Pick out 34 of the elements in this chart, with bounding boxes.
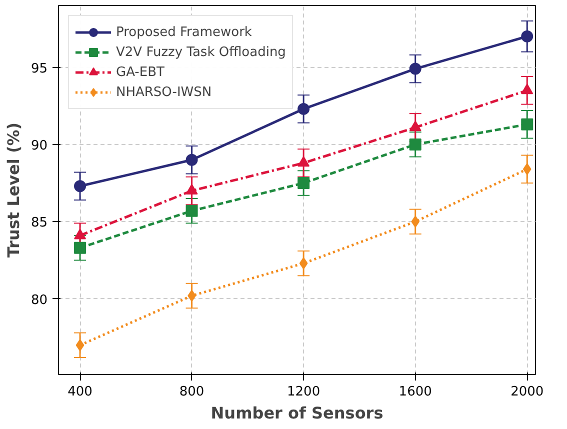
legend-label: NHARSO-IWSN [116,84,212,100]
point [298,156,310,167]
point [74,228,86,240]
point [74,180,86,192]
point [521,84,534,94]
point [298,177,310,190]
point [521,118,534,130]
point [186,154,198,166]
y-tick-label: 90 [30,138,48,154]
y-tick-label: 95 [30,61,48,76]
point [409,138,422,150]
y-axis-title: Trust Level (%) [4,122,23,258]
legend-label: V2V Fuzzy Task Offloading [116,44,286,60]
point [186,204,198,217]
point [299,257,308,270]
x-tick-label: 800 [179,384,204,400]
x-tick-label: 1600 [398,384,432,400]
point [409,62,422,75]
point [186,184,198,194]
point [76,339,84,352]
legend-label: GA-EBT [116,64,164,80]
point [521,30,534,42]
x-axis-title: Number of Sensors [210,404,384,422]
x-tick-label: 1200 [287,384,320,400]
y-tick-label: 85 [30,216,48,231]
y-tick-label: 80 [30,292,48,308]
point [411,216,420,228]
legend-label: Proposed Framework [116,24,252,40]
point [522,163,532,176]
point [74,242,86,254]
point [409,120,422,132]
x-tick-label: 400 [68,384,92,400]
point [298,102,310,115]
x-tick-label: 2000 [510,384,544,400]
